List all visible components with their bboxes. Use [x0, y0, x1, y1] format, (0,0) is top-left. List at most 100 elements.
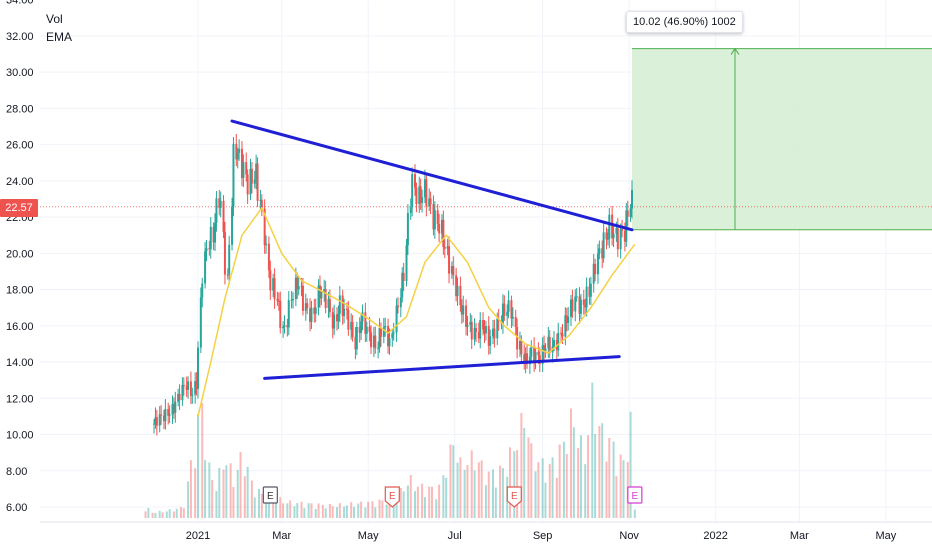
- candle-body: [469, 321, 472, 325]
- candle-body: [292, 299, 295, 301]
- volume-bar: [423, 497, 426, 518]
- candle-body: [214, 222, 217, 243]
- candle-body: [351, 321, 354, 337]
- y-tick-label: 18.00: [6, 285, 34, 297]
- candle-body: [260, 199, 263, 209]
- y-tick-label: 10.00: [6, 430, 34, 442]
- candle-body: [259, 199, 262, 201]
- earnings-marker-badge: [384, 486, 400, 508]
- candle-body: [405, 245, 408, 281]
- candle-body: [606, 238, 609, 240]
- volume-bar: [409, 475, 412, 518]
- candle-body: [506, 311, 509, 316]
- candle-body: [187, 381, 190, 390]
- candle-body: [154, 417, 157, 424]
- candle-body: [446, 246, 449, 249]
- candle-body: [452, 266, 455, 276]
- y-tick-label: 20.00: [6, 248, 34, 260]
- volume-bar: [345, 505, 348, 518]
- volume-bar: [265, 500, 268, 518]
- candle-body: [345, 308, 348, 311]
- volume-bar: [239, 451, 242, 518]
- candle-body: [304, 303, 307, 311]
- volume-bar: [289, 500, 292, 518]
- candle-body: [450, 266, 453, 274]
- candle-body: [294, 277, 297, 300]
- candle-body: [333, 314, 336, 329]
- measurement-box[interactable]: [631, 47, 932, 231]
- candle-body: [433, 210, 436, 230]
- candle-body: [164, 409, 167, 422]
- volume-bar: [473, 470, 476, 518]
- volume-bar: [201, 403, 204, 518]
- candle-body: [456, 285, 459, 297]
- candle-body: [208, 248, 211, 250]
- volume-bar: [622, 460, 625, 518]
- legend-vol[interactable]: Vol: [46, 12, 63, 26]
- volume-bar: [435, 499, 438, 518]
- candle-body: [625, 210, 628, 242]
- candle-body: [571, 299, 574, 312]
- volume-bar: [182, 508, 185, 518]
- candle-body: [306, 303, 309, 309]
- volume-bar: [513, 451, 516, 518]
- volume-bar: [260, 493, 263, 518]
- candle-body: [178, 393, 181, 401]
- volume-bar: [194, 468, 197, 518]
- candle-body: [355, 326, 358, 350]
- candle-body: [510, 300, 513, 319]
- candle-body: [602, 232, 605, 259]
- volume-bar: [357, 503, 360, 518]
- volume-bar: [587, 435, 590, 518]
- time-axis[interactable]: 2021 Mar May Jul Sep Nov 2022 Mar May: [40, 521, 932, 542]
- volume-bar: [431, 486, 434, 518]
- volume-bar: [151, 512, 154, 518]
- candle-body: [423, 179, 426, 198]
- volume-bar: [208, 462, 211, 518]
- candle-body: [567, 316, 570, 323]
- candle-body: [209, 226, 212, 250]
- volume-bar: [310, 503, 313, 518]
- x-tick-label: Sep: [533, 530, 553, 542]
- volume-bar: [499, 465, 502, 518]
- candle-body: [526, 353, 529, 365]
- candle-body: [612, 233, 615, 239]
- candle-body: [360, 321, 363, 334]
- candle-body: [537, 351, 540, 356]
- volume-bar: [570, 408, 573, 518]
- candle-body: [167, 409, 170, 416]
- volume-bar: [399, 488, 402, 518]
- y-tick-label: 30.00: [6, 67, 34, 79]
- current-price-badge: 22.57: [0, 199, 38, 217]
- candle-body: [368, 326, 371, 333]
- candle-body: [335, 314, 338, 322]
- candle-body: [204, 251, 207, 284]
- candle-body: [231, 206, 234, 245]
- price-axis[interactable]: 34.0032.0030.0028.0026.0024.0022.0020.00…: [6, 0, 34, 514]
- candle-body: [358, 326, 361, 334]
- candle-body: [541, 345, 544, 364]
- legend-ema[interactable]: EMA: [46, 30, 73, 44]
- candle-body: [565, 315, 568, 323]
- candle-body: [310, 307, 313, 322]
- candle-body: [314, 307, 317, 314]
- earnings-marker: E: [384, 486, 400, 508]
- candle-body: [153, 423, 156, 425]
- ema-line: [197, 206, 636, 417]
- volume-bar: [501, 468, 504, 518]
- trendlines[interactable]: [230, 119, 634, 380]
- volume-bar: [175, 508, 178, 518]
- volume-bar: [246, 466, 249, 518]
- candle-body: [489, 336, 492, 346]
- y-tick-label: 24.00: [6, 176, 34, 188]
- candle-body: [477, 332, 480, 339]
- candle-body: [406, 213, 409, 246]
- volume-bar: [293, 506, 296, 518]
- volume-bar: [374, 507, 377, 518]
- volume-bar: [367, 501, 370, 518]
- candle-body: [313, 307, 316, 314]
- volume-bar: [225, 465, 228, 518]
- volume-bar: [633, 509, 636, 518]
